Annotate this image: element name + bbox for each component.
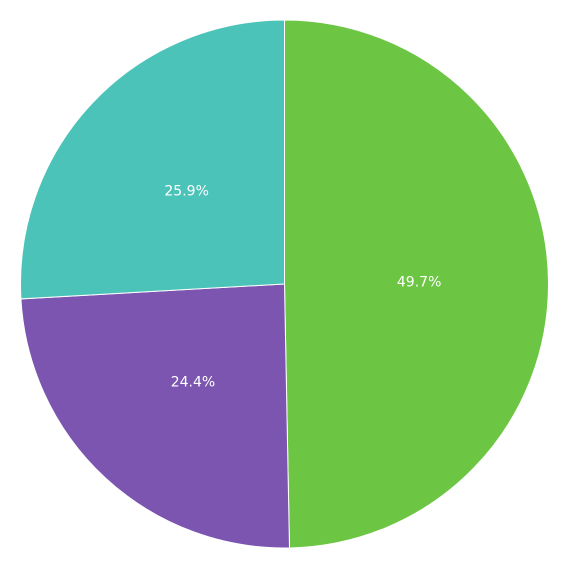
pie-slice [20,19,285,300]
slice-label: 24.4% [171,375,215,391]
pie-slice [284,19,549,549]
slice-label: 25.9% [164,184,208,200]
slice-label: 49.7% [397,275,441,291]
pie-slice [20,283,290,549]
